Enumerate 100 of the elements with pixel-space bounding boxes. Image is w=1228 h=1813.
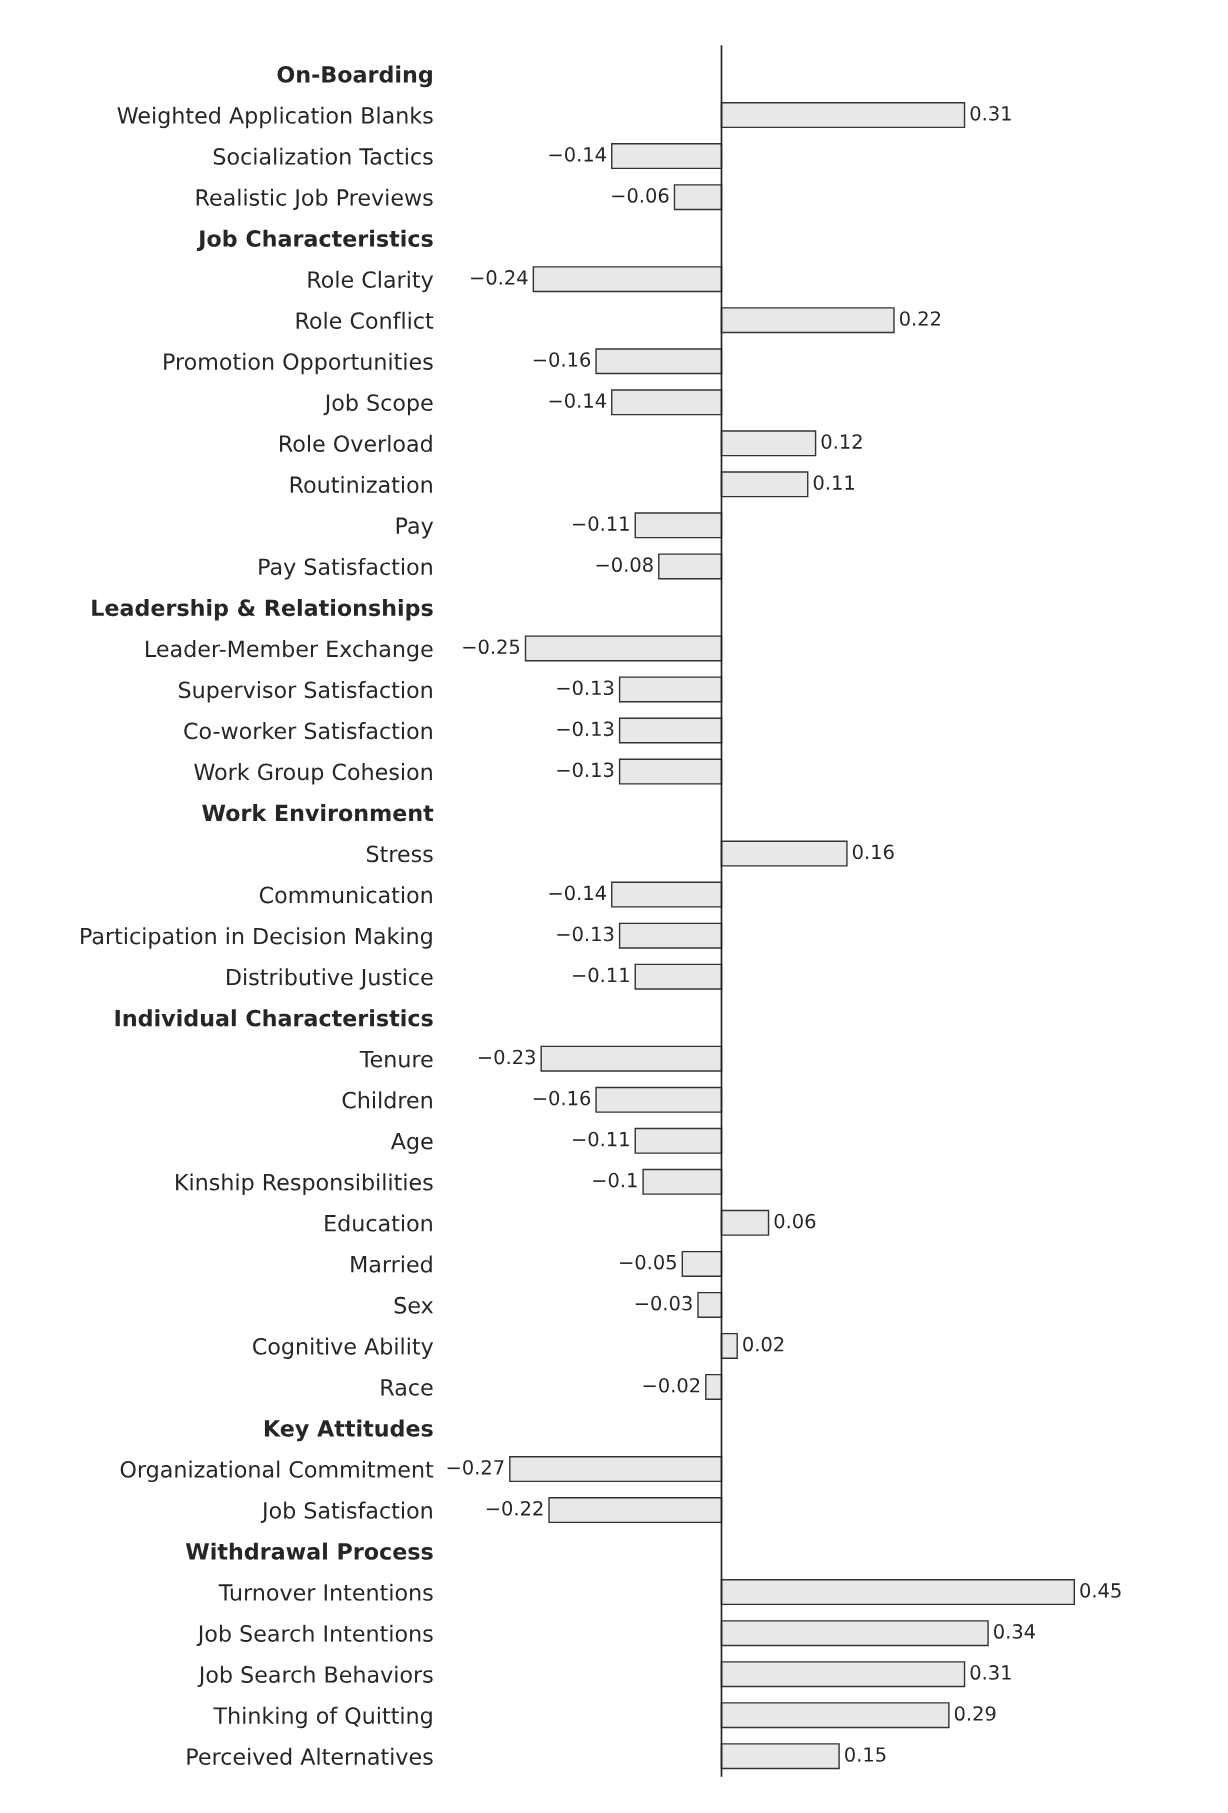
data-label: −0.02: [643, 1377, 700, 1393]
bar: [611, 143, 723, 170]
bar: [524, 635, 723, 662]
data-label: 0.12: [821, 434, 862, 449]
y-tick-label: Realistic Job Previews: [196, 188, 433, 211]
bar: [611, 389, 723, 416]
y-tick-label: Married: [351, 1255, 432, 1273]
y-tick-label: Leader-Member Exchange: [146, 640, 433, 662]
data-label: −0.16: [533, 352, 591, 367]
data-label: 0.06: [774, 1213, 816, 1229]
y-tick-label: Participation in Decision Making: [81, 927, 432, 949]
data-label: −0.13: [557, 762, 614, 778]
bar: [658, 553, 723, 580]
data-label: −0.08: [596, 557, 653, 573]
data-label: 0.45: [1080, 1583, 1121, 1598]
y-tick-label: Sex: [394, 1296, 434, 1314]
y-tick-label: Pay: [396, 517, 434, 539]
data-label: 0.31: [970, 1665, 1011, 1680]
data-label: −0.14: [549, 885, 606, 901]
bar: [720, 1332, 738, 1359]
y-tick-label: Job Satisfaction: [260, 1501, 432, 1523]
y-tick-label: Role Clarity: [308, 270, 434, 293]
bar: [634, 512, 723, 539]
bar: [720, 1661, 966, 1688]
y-tick-label: Job Search Behaviors: [197, 1665, 433, 1688]
bar: [720, 430, 817, 457]
bar: [532, 266, 723, 293]
data-label: −0.11: [573, 1131, 629, 1147]
bar: [720, 471, 809, 498]
bar: [705, 1373, 723, 1400]
data-label: −0.14: [549, 147, 606, 162]
y-tick-label: Job Characteristics: [196, 229, 433, 252]
y-tick-label: Age: [390, 1133, 433, 1154]
data-label: −0.13: [557, 926, 614, 942]
bar: [618, 676, 723, 703]
data-label: 0.22: [899, 311, 941, 326]
bar: [720, 1620, 989, 1647]
bar: [681, 1250, 723, 1277]
bar: [720, 307, 895, 334]
data-label: −0.24: [471, 270, 528, 285]
bar: [720, 840, 848, 867]
data-label: −0.03: [635, 1295, 692, 1311]
y-tick-label: Turnover Intentions: [218, 1583, 433, 1601]
bar: [673, 184, 723, 211]
y-tick-label: Stress: [366, 845, 433, 863]
y-tick-label: On-Boarding: [277, 65, 432, 88]
y-tick-label: Supervisor Satisfaction: [178, 681, 432, 703]
data-label: −0.23: [478, 1049, 535, 1065]
y-tick-label: Education: [325, 1214, 432, 1232]
bar: [611, 881, 723, 908]
data-label: −0.22: [486, 1500, 543, 1516]
bar: [595, 1086, 723, 1113]
y-tick-label: Withdrawal Process: [185, 1542, 433, 1560]
y-tick-label: Routinization: [290, 475, 432, 494]
bar: [720, 1579, 1075, 1606]
y-tick-label: Pay Satisfaction: [259, 557, 432, 580]
data-label: 0.29: [954, 1706, 996, 1721]
y-tick-label: Weighted Application Blanks: [117, 106, 433, 129]
bar: [720, 1209, 770, 1236]
data-label: 0.16: [852, 844, 894, 860]
data-label: 0.34: [994, 1624, 1035, 1639]
y-tick-label: Kinship Responsibilities: [176, 1173, 433, 1195]
data-label: −0.1: [593, 1172, 637, 1188]
data-label: 0.02: [743, 1336, 784, 1352]
y-tick-label: Thinking of Quitting: [213, 1706, 432, 1729]
y-tick-label: Communication: [259, 886, 432, 904]
y-tick-label: Work Environment: [202, 804, 434, 822]
data-label: 0.11: [813, 475, 854, 490]
bar: [720, 1702, 950, 1729]
y-tick-label: Tenure: [359, 1050, 433, 1068]
data-label: −0.05: [620, 1254, 676, 1270]
data-label: −0.25: [463, 639, 520, 655]
data-label: −0.27: [447, 1459, 504, 1475]
y-tick-label: Perceived Alternatives: [187, 1747, 433, 1765]
bar: [618, 717, 723, 744]
bar: [509, 1456, 723, 1483]
bar: [634, 1127, 723, 1154]
y-tick-label: Organizational Commitment: [120, 1460, 434, 1483]
bar: [595, 348, 723, 375]
data-label: −0.11: [573, 516, 629, 531]
y-tick-label: Socialization Tactics: [213, 147, 433, 165]
y-tick-label: Co-worker Satisfaction: [184, 722, 432, 740]
bar: [634, 963, 723, 990]
bar: [720, 1743, 840, 1770]
y-tick-label: Promotion Opportunities: [164, 352, 433, 375]
bar: [618, 758, 723, 785]
data-label: −0.13: [557, 680, 614, 696]
y-tick-label: Role Overload: [280, 434, 432, 453]
data-label: −0.06: [612, 188, 669, 203]
data-label: 0.15: [845, 1747, 886, 1762]
y-tick-label: Job Scope: [323, 393, 433, 416]
y-tick-label: Individual Characteristics: [115, 1009, 433, 1027]
y-tick-label: Leadership & Relationships: [92, 598, 433, 621]
data-label: −0.14: [549, 393, 606, 408]
data-label: −0.11: [573, 967, 629, 983]
bar: [548, 1497, 723, 1524]
data-label: −0.13: [557, 721, 614, 737]
bar: [642, 1168, 723, 1195]
bar: [697, 1291, 723, 1318]
y-tick-label: Work Group Cohesion: [194, 763, 432, 785]
